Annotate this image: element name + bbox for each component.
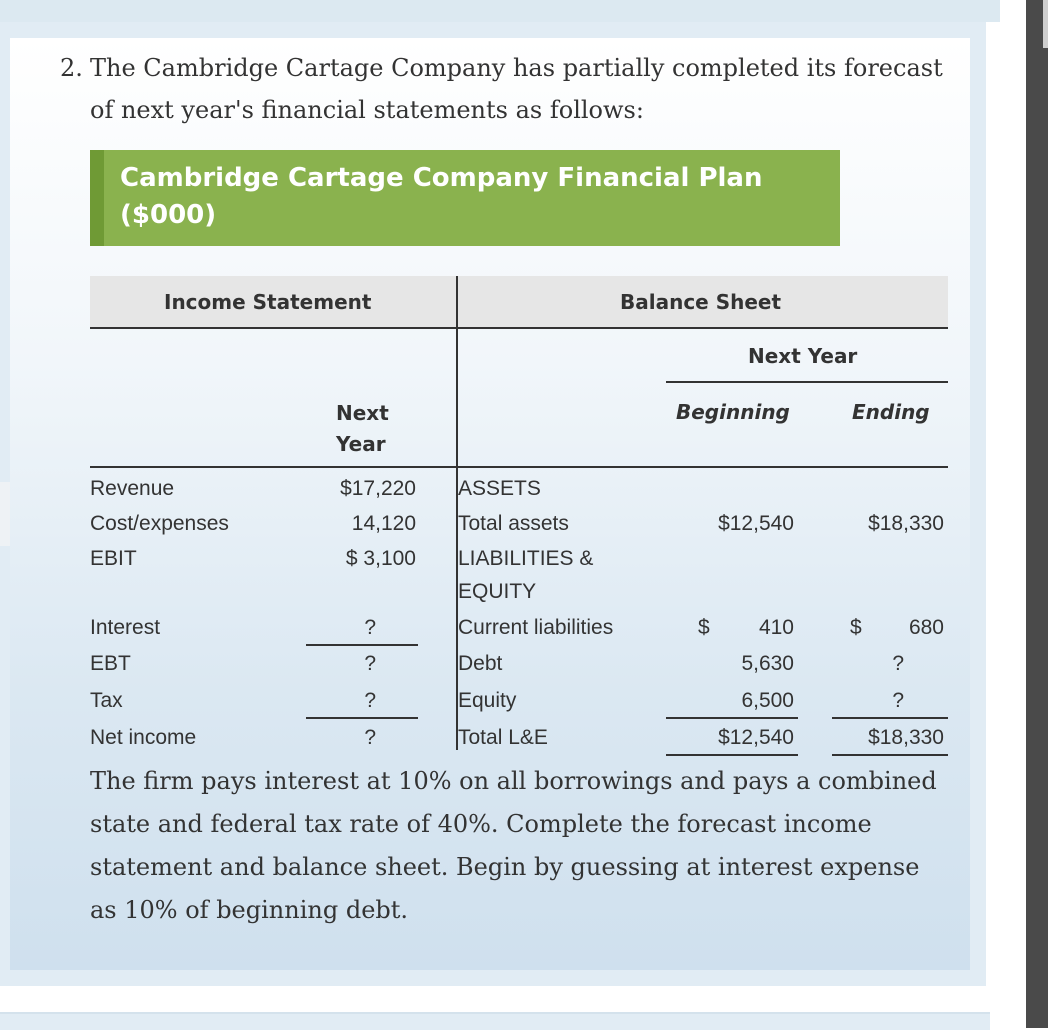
income-row-value: ? — [364, 726, 376, 749]
ending-header: Ending — [852, 400, 930, 424]
balance-row-label: Equity — [458, 689, 517, 712]
balance-ending-value: $18,330 — [868, 512, 944, 535]
subtotal-rule — [832, 717, 948, 719]
balance-ending-value: ? — [892, 652, 904, 675]
balance-row-label: LIABILITIES & — [458, 547, 594, 570]
income-row-label: Tax — [90, 689, 123, 712]
income-row-value: $ 3,100 — [345, 547, 416, 570]
banner-title-line1: Cambridge Cartage Company Financial Plan — [120, 163, 763, 193]
next-year-header: Next Year — [748, 344, 858, 368]
next-card — [0, 1012, 990, 1030]
top-band — [0, 0, 1000, 22]
beginning-header: Beginning — [676, 400, 790, 424]
balance-sheet-header: Balance Sheet — [620, 290, 782, 314]
balance-ending-value: ? — [892, 689, 904, 712]
income-next-year-line1: Next — [336, 401, 389, 425]
income-next-year-header: Next Year — [336, 398, 389, 460]
next-year-rule — [666, 381, 948, 383]
balance-row-label: Total L&E — [458, 726, 548, 749]
balance-beginning-value: 6,500 — [741, 689, 794, 712]
subtotal-rule — [666, 717, 798, 719]
income-row-label: Net income — [90, 726, 197, 749]
balance-beginning-value: 5,630 — [741, 652, 794, 675]
income-row-value: ? — [364, 652, 376, 675]
subtotal-rule — [306, 717, 418, 719]
question-text-line1: The Cambridge Cartage Company has partia… — [90, 54, 943, 82]
column-divider — [456, 276, 458, 750]
balance-row-label: Total assets — [458, 512, 569, 535]
scrollbar-thumb[interactable] — [1043, 0, 1048, 48]
banner-accent-stripe — [90, 150, 104, 246]
banner-title: Cambridge Cartage Company Financial Plan… — [120, 160, 820, 234]
currency-symbol: $ — [850, 616, 862, 639]
balance-ending-value: 680 — [908, 616, 944, 639]
income-row-label: EBT — [90, 652, 131, 675]
right-scrollbar-track[interactable] — [1026, 0, 1048, 1028]
income-statement-header: Income Statement — [164, 290, 372, 314]
instructions-paragraph: The firm pays interest at 10% on all bor… — [90, 767, 937, 924]
currency-symbol: $ — [698, 616, 710, 639]
balance-beginning-value: $12,540 — [718, 512, 794, 535]
subtotal-rule — [306, 644, 418, 646]
banner-title-line2: ($000) — [120, 200, 217, 230]
income-row-label: Cost/expenses — [90, 512, 229, 535]
balance-row-label: ASSETS — [458, 477, 541, 500]
header-rule — [90, 327, 948, 329]
income-row-value: ? — [364, 689, 376, 712]
income-row-value: $17,220 — [340, 477, 416, 500]
income-row-label: Interest — [90, 616, 161, 639]
column-header-rule — [90, 466, 948, 468]
total-rule — [666, 754, 798, 756]
table-title-banner: Cambridge Cartage Company Financial Plan… — [90, 150, 840, 246]
income-row-label: Revenue — [90, 477, 175, 500]
table-header-row — [90, 276, 948, 328]
question-number: 2. — [60, 54, 83, 82]
balance-row-label: Debt — [458, 652, 503, 675]
balance-beginning-value: 410 — [758, 616, 794, 639]
balance-beginning-value: $12,540 — [718, 726, 794, 749]
income-next-year-line2: Year — [336, 432, 386, 456]
total-rule — [832, 754, 948, 756]
balance-row-label: EQUITY — [458, 580, 537, 603]
question-text-line2: of next year's financial statements as f… — [90, 96, 644, 124]
income-row-value: 14,120 — [351, 512, 416, 535]
balance-row-label: Current liabilities — [458, 616, 614, 639]
income-row-value: ? — [364, 616, 376, 639]
income-row-label: EBIT — [90, 547, 137, 570]
balance-ending-value: $18,330 — [868, 726, 944, 749]
